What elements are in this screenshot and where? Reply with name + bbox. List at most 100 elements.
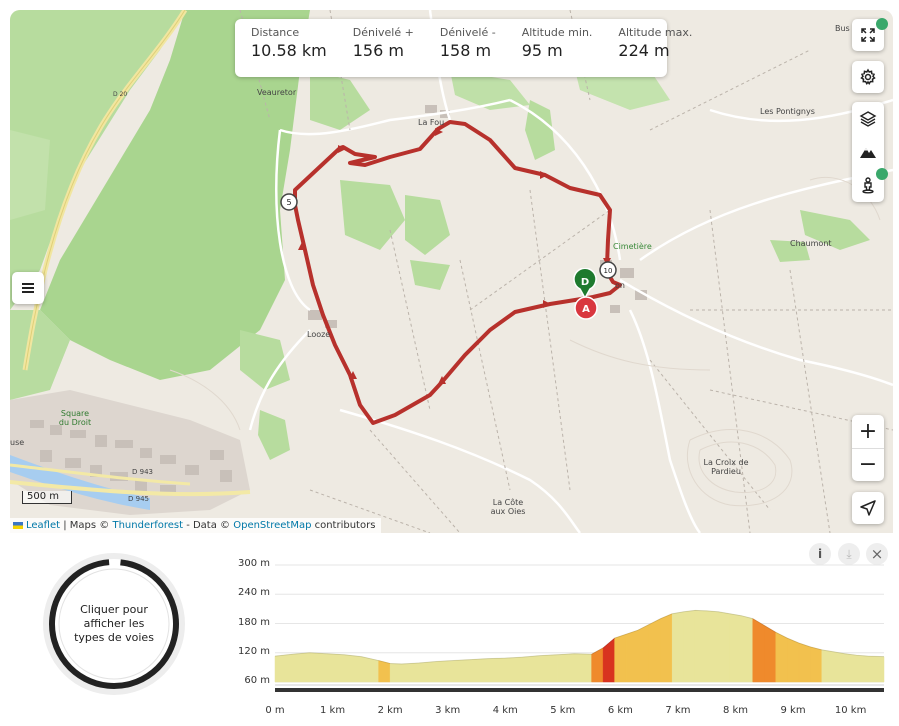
ukraine-flag-icon <box>13 522 23 529</box>
stat-elevation-loss-value: 158 m <box>439 41 492 60</box>
label-d945: D 945 <box>128 495 149 503</box>
km-5-marker[interactable]: 5 <box>279 192 299 212</box>
ring-label: Cliquer pour afficher les types de voies <box>74 603 154 644</box>
y-tick-label: 240 m <box>237 587 270 599</box>
elevation-segment <box>556 653 575 683</box>
elevation-segment <box>470 658 489 683</box>
elevation-segment <box>694 610 707 683</box>
stat-altitude-min: Altitude min. 95 m <box>522 26 593 70</box>
elevation-segment <box>856 654 869 683</box>
stat-altitude-min-label: Altitude min. <box>521 26 593 39</box>
stat-elevation-gain-label: Dénivelé + <box>352 26 414 39</box>
attribution-contributors: contributors <box>311 520 376 531</box>
navigation-arrow-icon <box>860 500 876 516</box>
arrivee-marker[interactable]: A <box>573 295 599 321</box>
elevation-segment <box>522 655 541 683</box>
x-tick-label: 7 km <box>665 705 691 716</box>
map-tiles <box>10 10 893 533</box>
terrain-button[interactable] <box>852 135 884 168</box>
elevation-segment <box>752 618 765 683</box>
locate-button[interactable] <box>852 492 884 524</box>
stat-altitude-max-value: 224 m <box>618 41 670 60</box>
x-tick-label: 2 km <box>377 705 403 716</box>
elevation-segment <box>787 637 800 683</box>
x-tick-label: 1 km <box>320 705 346 716</box>
download-button[interactable]: ⤓ <box>838 543 860 565</box>
map-tools-group <box>852 102 884 202</box>
osm-link[interactable]: OpenStreetMap <box>233 520 312 531</box>
elevation-segment <box>833 651 846 683</box>
elevation-segment <box>706 610 719 683</box>
stat-altitude-max-label: Altitude max. <box>618 26 693 39</box>
stat-distance-label: Distance <box>251 26 300 39</box>
label-on: on <box>615 281 625 290</box>
label-la-cote: La Côte aux Oies <box>490 498 526 516</box>
info-icon: i <box>817 547 823 561</box>
elevation-segment <box>453 659 471 683</box>
expand-icon <box>861 28 875 42</box>
elevation-segment <box>487 657 506 683</box>
stat-elevation-gain: Dénivelé + 156 m <box>353 26 414 70</box>
attribution-sep-1: | Maps © <box>60 520 113 531</box>
elevation-chart[interactable] <box>10 533 893 721</box>
leaflet-link[interactable]: Leaflet <box>26 520 61 531</box>
map[interactable]: Veauretor La Fou Les Pontignys Chaumont … <box>10 10 893 533</box>
elevation-segment <box>574 653 592 683</box>
streetview-badge-icon <box>876 168 888 180</box>
menu-button[interactable] <box>12 272 44 304</box>
attribution-sep-2: - Data © <box>183 520 234 531</box>
elevation-line <box>274 609 885 665</box>
elevation-segment <box>740 615 754 683</box>
settings-button[interactable] <box>852 61 884 93</box>
elevation-segment <box>389 663 402 683</box>
y-tick-label: 120 m <box>237 645 270 657</box>
label-cimetiere: Cimetière <box>613 242 652 251</box>
route-stats: Distance 10.58 km Dénivelé + 156 m Déniv… <box>235 19 692 77</box>
info-button[interactable]: i <box>809 543 831 565</box>
label-la-fou: La Fou <box>418 118 445 127</box>
label-use: use <box>10 438 25 447</box>
stat-elevation-gain-value: 156 m <box>352 41 404 60</box>
elevation-segment <box>717 611 730 683</box>
elevation-segment <box>683 610 696 683</box>
hamburger-icon <box>22 283 34 293</box>
layers-icon <box>859 110 877 127</box>
y-tick-label: 180 m <box>237 616 270 628</box>
y-tick-label: 300 m <box>237 558 270 569</box>
depart-label: D <box>581 277 589 288</box>
label-la-croix: La Croix de Pardieu <box>703 458 749 476</box>
close-icon: × <box>870 545 884 563</box>
x-tick-label: 6 km <box>607 705 633 716</box>
elevation-segment <box>614 633 627 683</box>
arrivee-label: A <box>582 304 590 315</box>
label-d20: D 20 <box>113 91 128 98</box>
layers-button[interactable] <box>852 102 884 135</box>
zoom-control: + − <box>852 415 884 481</box>
elevation-segment <box>775 631 788 683</box>
elevation-segment <box>625 629 638 683</box>
zoom-in-button[interactable]: + <box>858 418 878 444</box>
elevation-panel: Cliquer pour afficher les types de voies… <box>10 533 893 721</box>
x-tick-label: 5 km <box>550 705 576 716</box>
zoom-out-button[interactable]: − <box>852 448 884 481</box>
x-tick-label: 0 m <box>265 705 285 716</box>
close-button[interactable]: × <box>866 543 888 565</box>
x-axis-bar <box>275 688 884 692</box>
elevation-segment <box>729 613 742 683</box>
thunderforest-link[interactable]: Thunderforest <box>112 520 184 531</box>
mountain-icon <box>860 147 876 158</box>
x-tick-label: 8 km <box>722 705 749 716</box>
y-tick-label: 60 m <box>244 675 270 686</box>
elevation-segment <box>660 613 673 683</box>
depart-marker[interactable]: D <box>572 268 598 300</box>
streetview-button[interactable] <box>852 168 884 201</box>
elevation-segment <box>378 660 391 683</box>
elevation-segment <box>343 654 362 683</box>
ring-chart <box>43 553 185 695</box>
elevation-segment <box>798 642 811 683</box>
label-bus: Bus <box>835 24 850 33</box>
way-types-ring[interactable]: Cliquer pour afficher les types de voies <box>43 553 185 695</box>
elevation-segment <box>326 653 345 683</box>
x-tick-label: 10 km <box>834 705 867 716</box>
km-10-marker[interactable]: 10 <box>598 260 618 280</box>
